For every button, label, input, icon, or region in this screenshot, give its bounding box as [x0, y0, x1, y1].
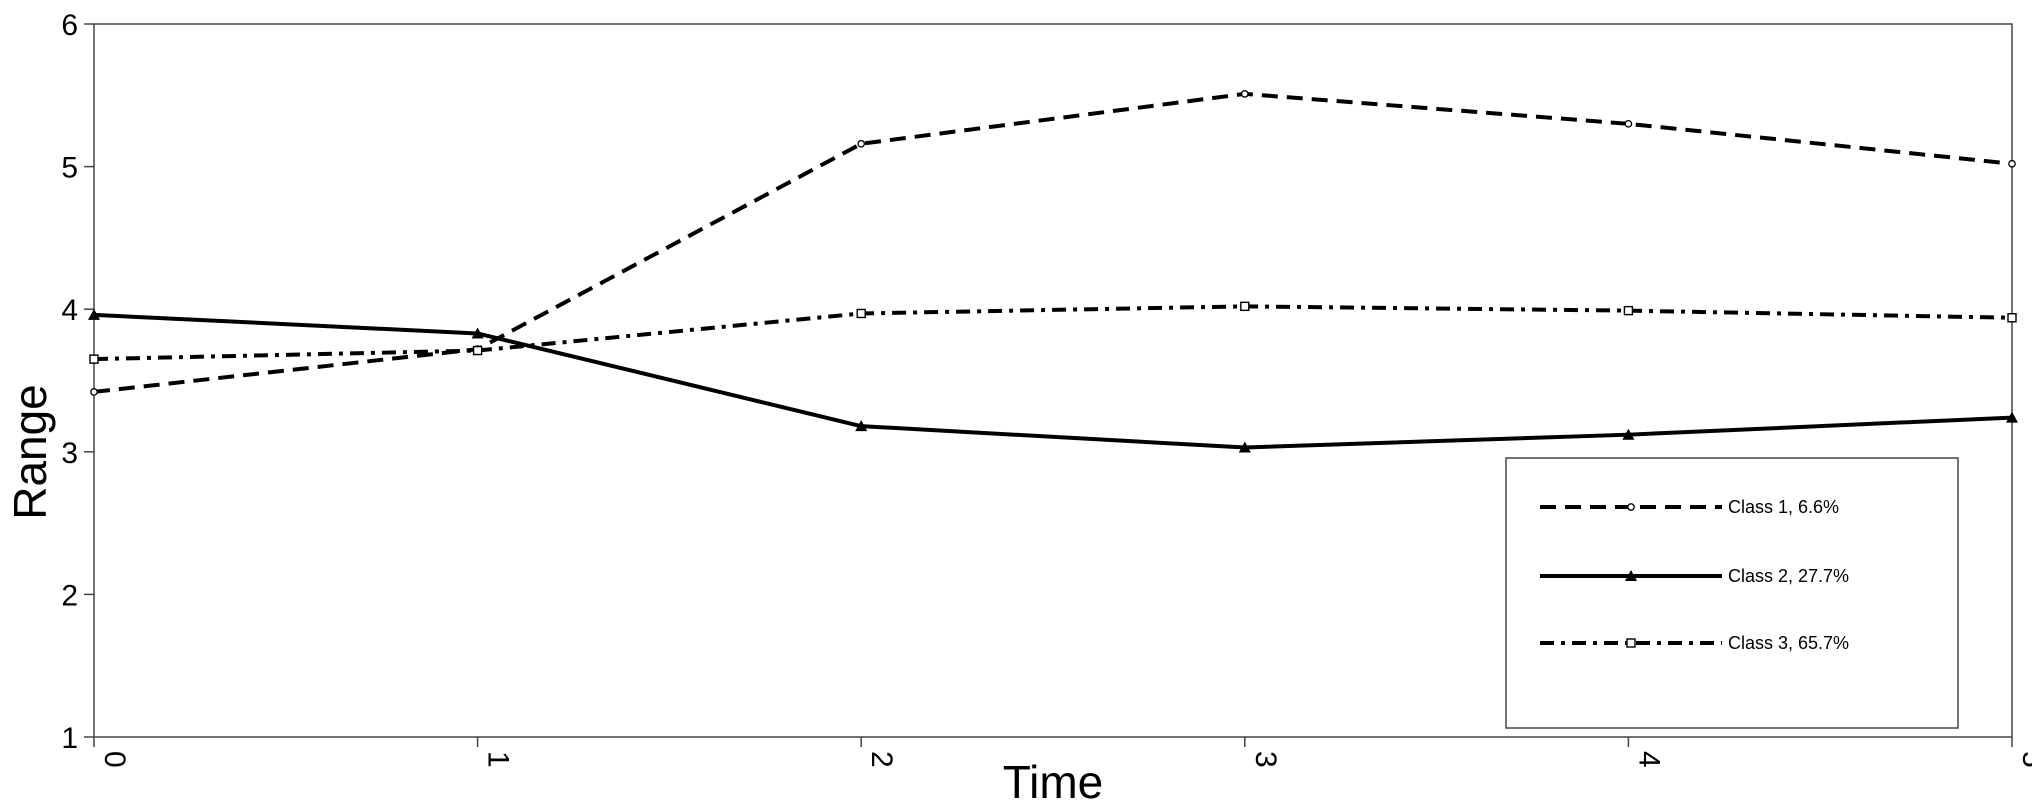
legend-label: Class 3, 65.7%: [1728, 633, 1849, 653]
y-tick-label: 1: [61, 722, 78, 755]
legend-items: Class 1, 6.6% Class 2, 27.7% Class 3, 65.7…: [1540, 497, 1849, 653]
square-marker: [1626, 638, 1636, 648]
legend-item: Class 2, 27.7%: [1540, 566, 1849, 586]
y-tick-label: 6: [61, 9, 78, 42]
square-marker: [1240, 301, 1250, 312]
square-marker: [2007, 313, 2017, 323]
star-marker: [1624, 119, 1633, 128]
y-axis: 1 2 3 4 5 6: [61, 9, 94, 755]
x-tick-label: 4: [1632, 751, 1665, 768]
x-tick-label: 1: [482, 751, 515, 768]
x-axis-title: Time: [1003, 756, 1104, 804]
triangle-marker: [1238, 441, 1251, 453]
y-axis-title: Range: [4, 384, 56, 520]
series-layer: [88, 90, 2018, 453]
triangle-marker: [88, 308, 100, 320]
square-marker: [89, 354, 99, 364]
triangle-marker: [1622, 428, 1635, 440]
y-tick-label: 5: [61, 152, 78, 185]
x-tick-label: 2: [865, 751, 898, 768]
series-line: [93, 312, 2013, 450]
star-marker: [90, 388, 98, 396]
triangle-marker: [2006, 411, 2018, 423]
star-marker: [857, 139, 866, 148]
legend-label: Class 2, 27.7%: [1728, 566, 1849, 586]
legend-item: Class 3, 65.7%: [1540, 633, 1849, 653]
square-marker: [856, 308, 866, 319]
series-class-2: [88, 308, 2018, 453]
star-marker: [2008, 159, 2016, 168]
legend-item: Class 1, 6.6%: [1540, 497, 1839, 517]
square-marker: [472, 345, 483, 356]
legend-box: [1505, 457, 1959, 729]
x-tick-label: 5: [2016, 751, 2032, 768]
y-tick-label: 4: [61, 294, 78, 327]
star-marker: [1240, 90, 1249, 98]
plot-frame: [93, 23, 2013, 738]
legend-label: Class 1, 6.6%: [1728, 497, 1839, 517]
series-class-1: [90, 90, 2016, 396]
triangle-marker: [471, 327, 484, 339]
star-marker: [1627, 503, 1635, 511]
series-line: [93, 91, 2013, 394]
triangle-marker: [855, 420, 868, 432]
y-tick-label: 2: [61, 579, 78, 612]
x-tick-label: 0: [98, 751, 131, 768]
series-line: [93, 304, 2013, 362]
y-tick-label: 3: [61, 437, 78, 470]
series-class-3: [89, 301, 2017, 364]
x-tick-label: 3: [1249, 751, 1282, 768]
triangle-marker: [1625, 570, 1637, 581]
square-marker: [1623, 305, 1634, 316]
legend: Class 1, 6.6% Class 2, 27.7% Class 3, 65.7…: [1505, 457, 1959, 729]
x-axis: 0 1 2 3 4 5: [93, 737, 2032, 768]
